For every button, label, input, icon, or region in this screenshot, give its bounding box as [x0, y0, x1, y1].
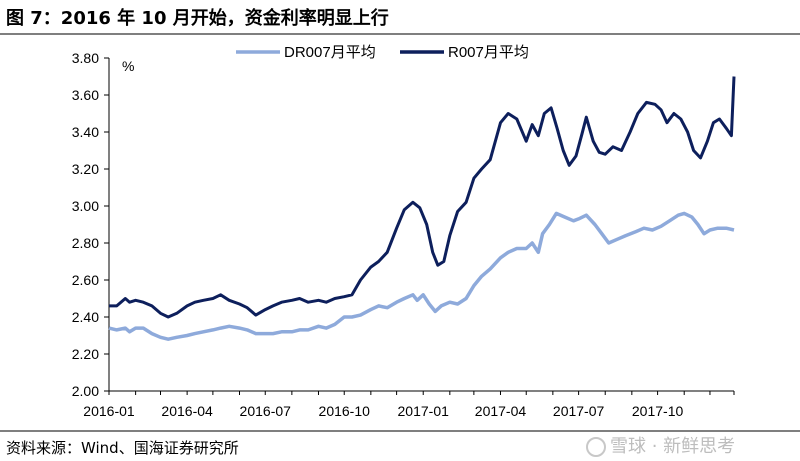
y-tick-label: 3.00 — [72, 198, 99, 214]
x-tick-label: 2017-01 — [398, 403, 450, 419]
snowball-logo-icon — [586, 437, 606, 457]
legend-label: DR007月平均 — [284, 44, 376, 61]
y-tick-label: 3.60 — [72, 87, 99, 103]
bottom-rule — [0, 430, 800, 432]
y-tick-label: 2.00 — [72, 383, 99, 399]
x-tick-label: 2017-10 — [632, 403, 684, 419]
x-tick-label: 2017-07 — [553, 403, 605, 419]
y-tick-label: 2.80 — [72, 235, 99, 251]
series-lines — [108, 76, 736, 341]
y-tick-label: 2.20 — [72, 346, 99, 362]
x-axis: 2016-01 2016-04 2016-07 2016-10 2017-01 2017-… — [83, 390, 735, 419]
y-tick-label: 3.80 — [72, 50, 99, 66]
x-tick-label: 2016-07 — [240, 403, 292, 419]
x-tick-label: 2016-04 — [161, 403, 213, 419]
x-tick-label: 2016-10 — [319, 403, 371, 419]
source-note: 资料来源：Wind、国海证券研究所 — [6, 439, 239, 457]
x-tick-label: 2016-01 — [83, 403, 135, 419]
legend: DR007月平均 R007月平均 — [236, 44, 529, 61]
y-tick-label: 2.60 — [72, 272, 99, 288]
y-axis: 2.00 2.20 2.40 2.60 2.80 3.00 3.20 3.40 3.60 3.80 — [72, 50, 110, 399]
x-tick-label: 2017-04 — [475, 403, 527, 419]
figure-title: 图 7：2016 年 10 月开始，资金利率明显上行 — [6, 8, 389, 29]
y-tick-label: 2.40 — [72, 309, 99, 325]
series-line-dr007 — [108, 211, 735, 341]
legend-label: R007月平均 — [448, 44, 529, 61]
y-tick-label: 3.20 — [72, 161, 99, 177]
title-rule — [0, 33, 800, 35]
series-line-r007 — [109, 76, 736, 319]
y-axis-unit: % — [122, 58, 134, 74]
watermark-text: 雪球 · 新鲜思考 — [610, 436, 736, 457]
y-tick-label: 3.40 — [72, 124, 99, 140]
watermark: 雪球 · 新鲜思考 — [586, 432, 735, 458]
